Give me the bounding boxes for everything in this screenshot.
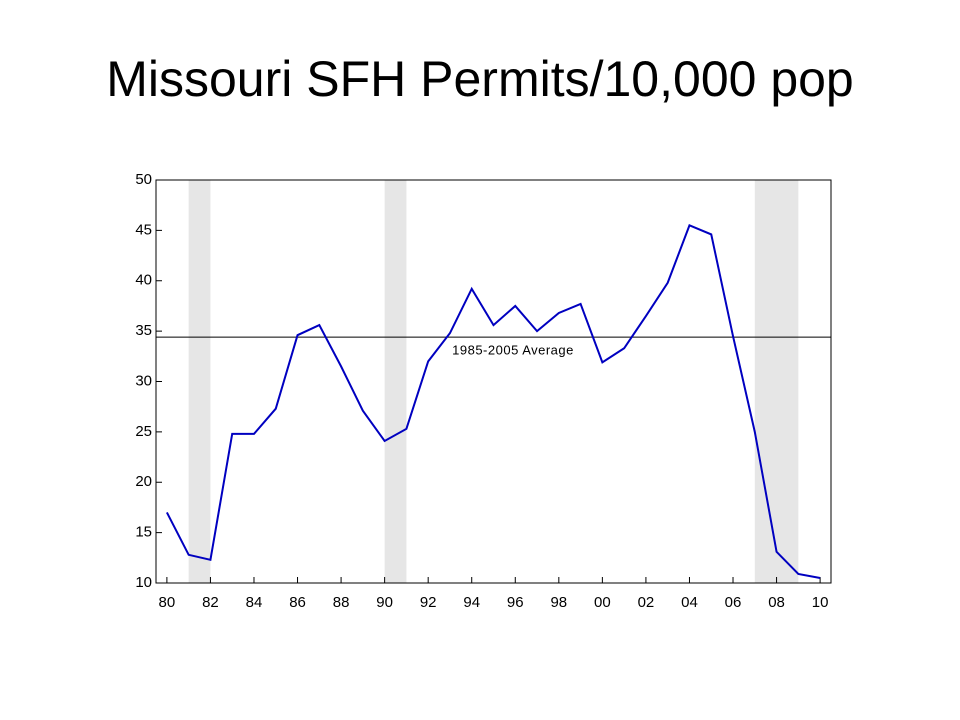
y-tick-label: 30 [135,372,152,389]
x-tick-label: 98 [550,594,567,611]
x-tick-label: 86 [289,594,306,611]
x-tick-label: 00 [594,594,611,611]
y-tick-label: 15 [135,524,152,541]
y-tick-label: 10 [135,574,152,591]
x-tick-label: 90 [376,594,393,611]
chart-title: Missouri SFH Permits/10,000 pop [106,51,854,107]
y-tick-label: 35 [135,322,152,339]
recession-band [754,180,799,583]
x-tick-label: 96 [507,594,524,611]
x-tick-label: 84 [246,594,263,611]
x-tick-label: 08 [768,594,785,611]
recession-band [188,180,211,583]
x-tick-label: 10 [812,594,829,611]
x-tick-label: 82 [202,594,219,611]
y-tick-label: 45 [135,221,152,238]
y-tick-label: 40 [135,272,152,289]
x-tick-label: 80 [159,594,176,611]
y-tick-label: 25 [135,423,152,440]
x-tick-label: 88 [333,594,350,611]
recession-band [384,180,407,583]
x-tick-label: 06 [725,594,742,611]
label-bg [450,342,576,358]
plot-frame [155,179,832,584]
average-label: 1985-2005 Average [452,343,574,358]
x-tick-label: 94 [463,594,480,611]
data-line [165,224,821,579]
x-tick-label: 92 [420,594,437,611]
y-tick-label: 50 [135,171,152,188]
x-tick-label: 04 [681,594,698,611]
x-tick-label: 02 [638,594,655,611]
y-tick-label: 20 [135,473,152,490]
